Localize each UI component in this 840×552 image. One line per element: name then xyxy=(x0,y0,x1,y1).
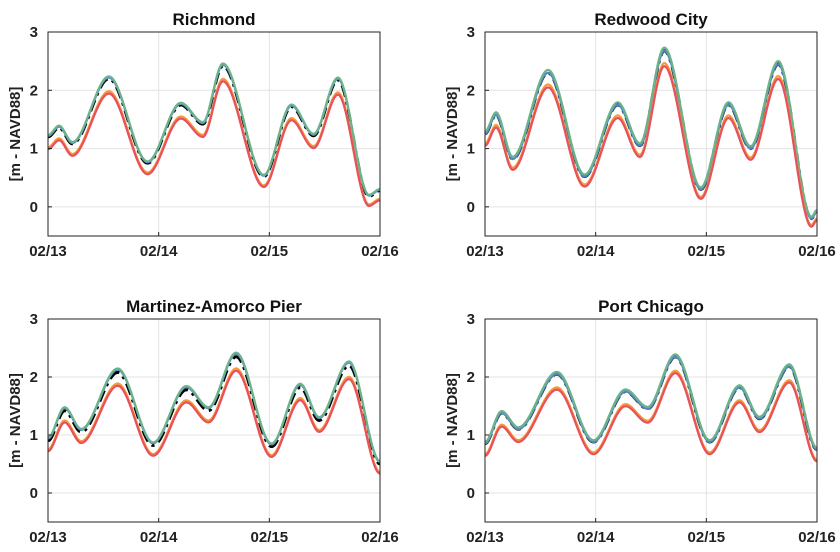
y-tick-label: 0 xyxy=(467,199,475,216)
x-tick-label: 02/16 xyxy=(798,529,836,546)
y-tick-label: 1 xyxy=(30,427,38,444)
series-line xyxy=(484,353,818,449)
series-line xyxy=(47,351,381,463)
x-tick-label: 02/16 xyxy=(361,243,399,260)
x-tick-label: 02/14 xyxy=(577,243,615,260)
x-tick-label: 02/15 xyxy=(251,243,289,260)
series-line xyxy=(47,80,381,208)
y-tick-label: 2 xyxy=(30,82,38,99)
x-tick-label: 02/15 xyxy=(688,243,726,260)
x-tick-label: 02/13 xyxy=(29,529,67,546)
y-axis-label: [m - NAVD88] xyxy=(7,373,24,468)
series-line xyxy=(484,65,818,229)
series-line xyxy=(47,355,381,466)
axes-box xyxy=(47,318,381,523)
y-tick-label: 2 xyxy=(467,369,475,386)
axes-box xyxy=(484,31,818,237)
series-line xyxy=(484,49,818,220)
chart-title: Port Chicago xyxy=(598,297,704,316)
axes-box xyxy=(47,31,381,237)
chart-title: Richmond xyxy=(172,10,255,29)
x-tick-label: 02/16 xyxy=(798,243,836,260)
y-tick-label: 3 xyxy=(30,24,38,41)
y-tick-label: 3 xyxy=(467,24,475,41)
y-tick-label: 3 xyxy=(30,311,38,328)
series-line xyxy=(47,62,381,197)
y-axis-label: [m - NAVD88] xyxy=(444,87,461,182)
series-line xyxy=(47,369,381,475)
series-line xyxy=(484,49,818,221)
chart-title: Redwood City xyxy=(594,10,708,29)
y-tick-label: 1 xyxy=(467,141,475,158)
series-line xyxy=(484,372,818,463)
y-tick-label: 1 xyxy=(467,427,475,444)
y-tick-label: 0 xyxy=(30,485,38,502)
y-axis-label: [m - NAVD88] xyxy=(7,87,24,182)
x-tick-label: 02/14 xyxy=(140,529,178,546)
x-tick-label: 02/13 xyxy=(466,529,504,546)
x-tick-label: 02/15 xyxy=(251,529,289,546)
x-tick-label: 02/14 xyxy=(140,243,178,260)
x-tick-label: 02/15 xyxy=(688,529,726,546)
y-tick-label: 2 xyxy=(467,82,475,99)
series-line xyxy=(484,369,818,461)
x-tick-label: 02/13 xyxy=(466,243,504,260)
x-tick-label: 02/13 xyxy=(29,243,67,260)
y-tick-label: 1 xyxy=(30,141,38,158)
y-tick-label: 3 xyxy=(467,311,475,328)
chart-title: Martinez-Amorco Pier xyxy=(126,297,302,316)
series-line xyxy=(47,77,381,206)
axes-box xyxy=(484,318,818,523)
y-tick-label: 0 xyxy=(467,485,475,502)
series-line xyxy=(484,46,818,219)
x-tick-label: 02/14 xyxy=(577,529,615,546)
x-tick-label: 02/16 xyxy=(361,529,399,546)
y-tick-label: 0 xyxy=(30,199,38,216)
y-axis-label: [m - NAVD88] xyxy=(444,373,461,468)
y-tick-label: 2 xyxy=(30,369,38,386)
